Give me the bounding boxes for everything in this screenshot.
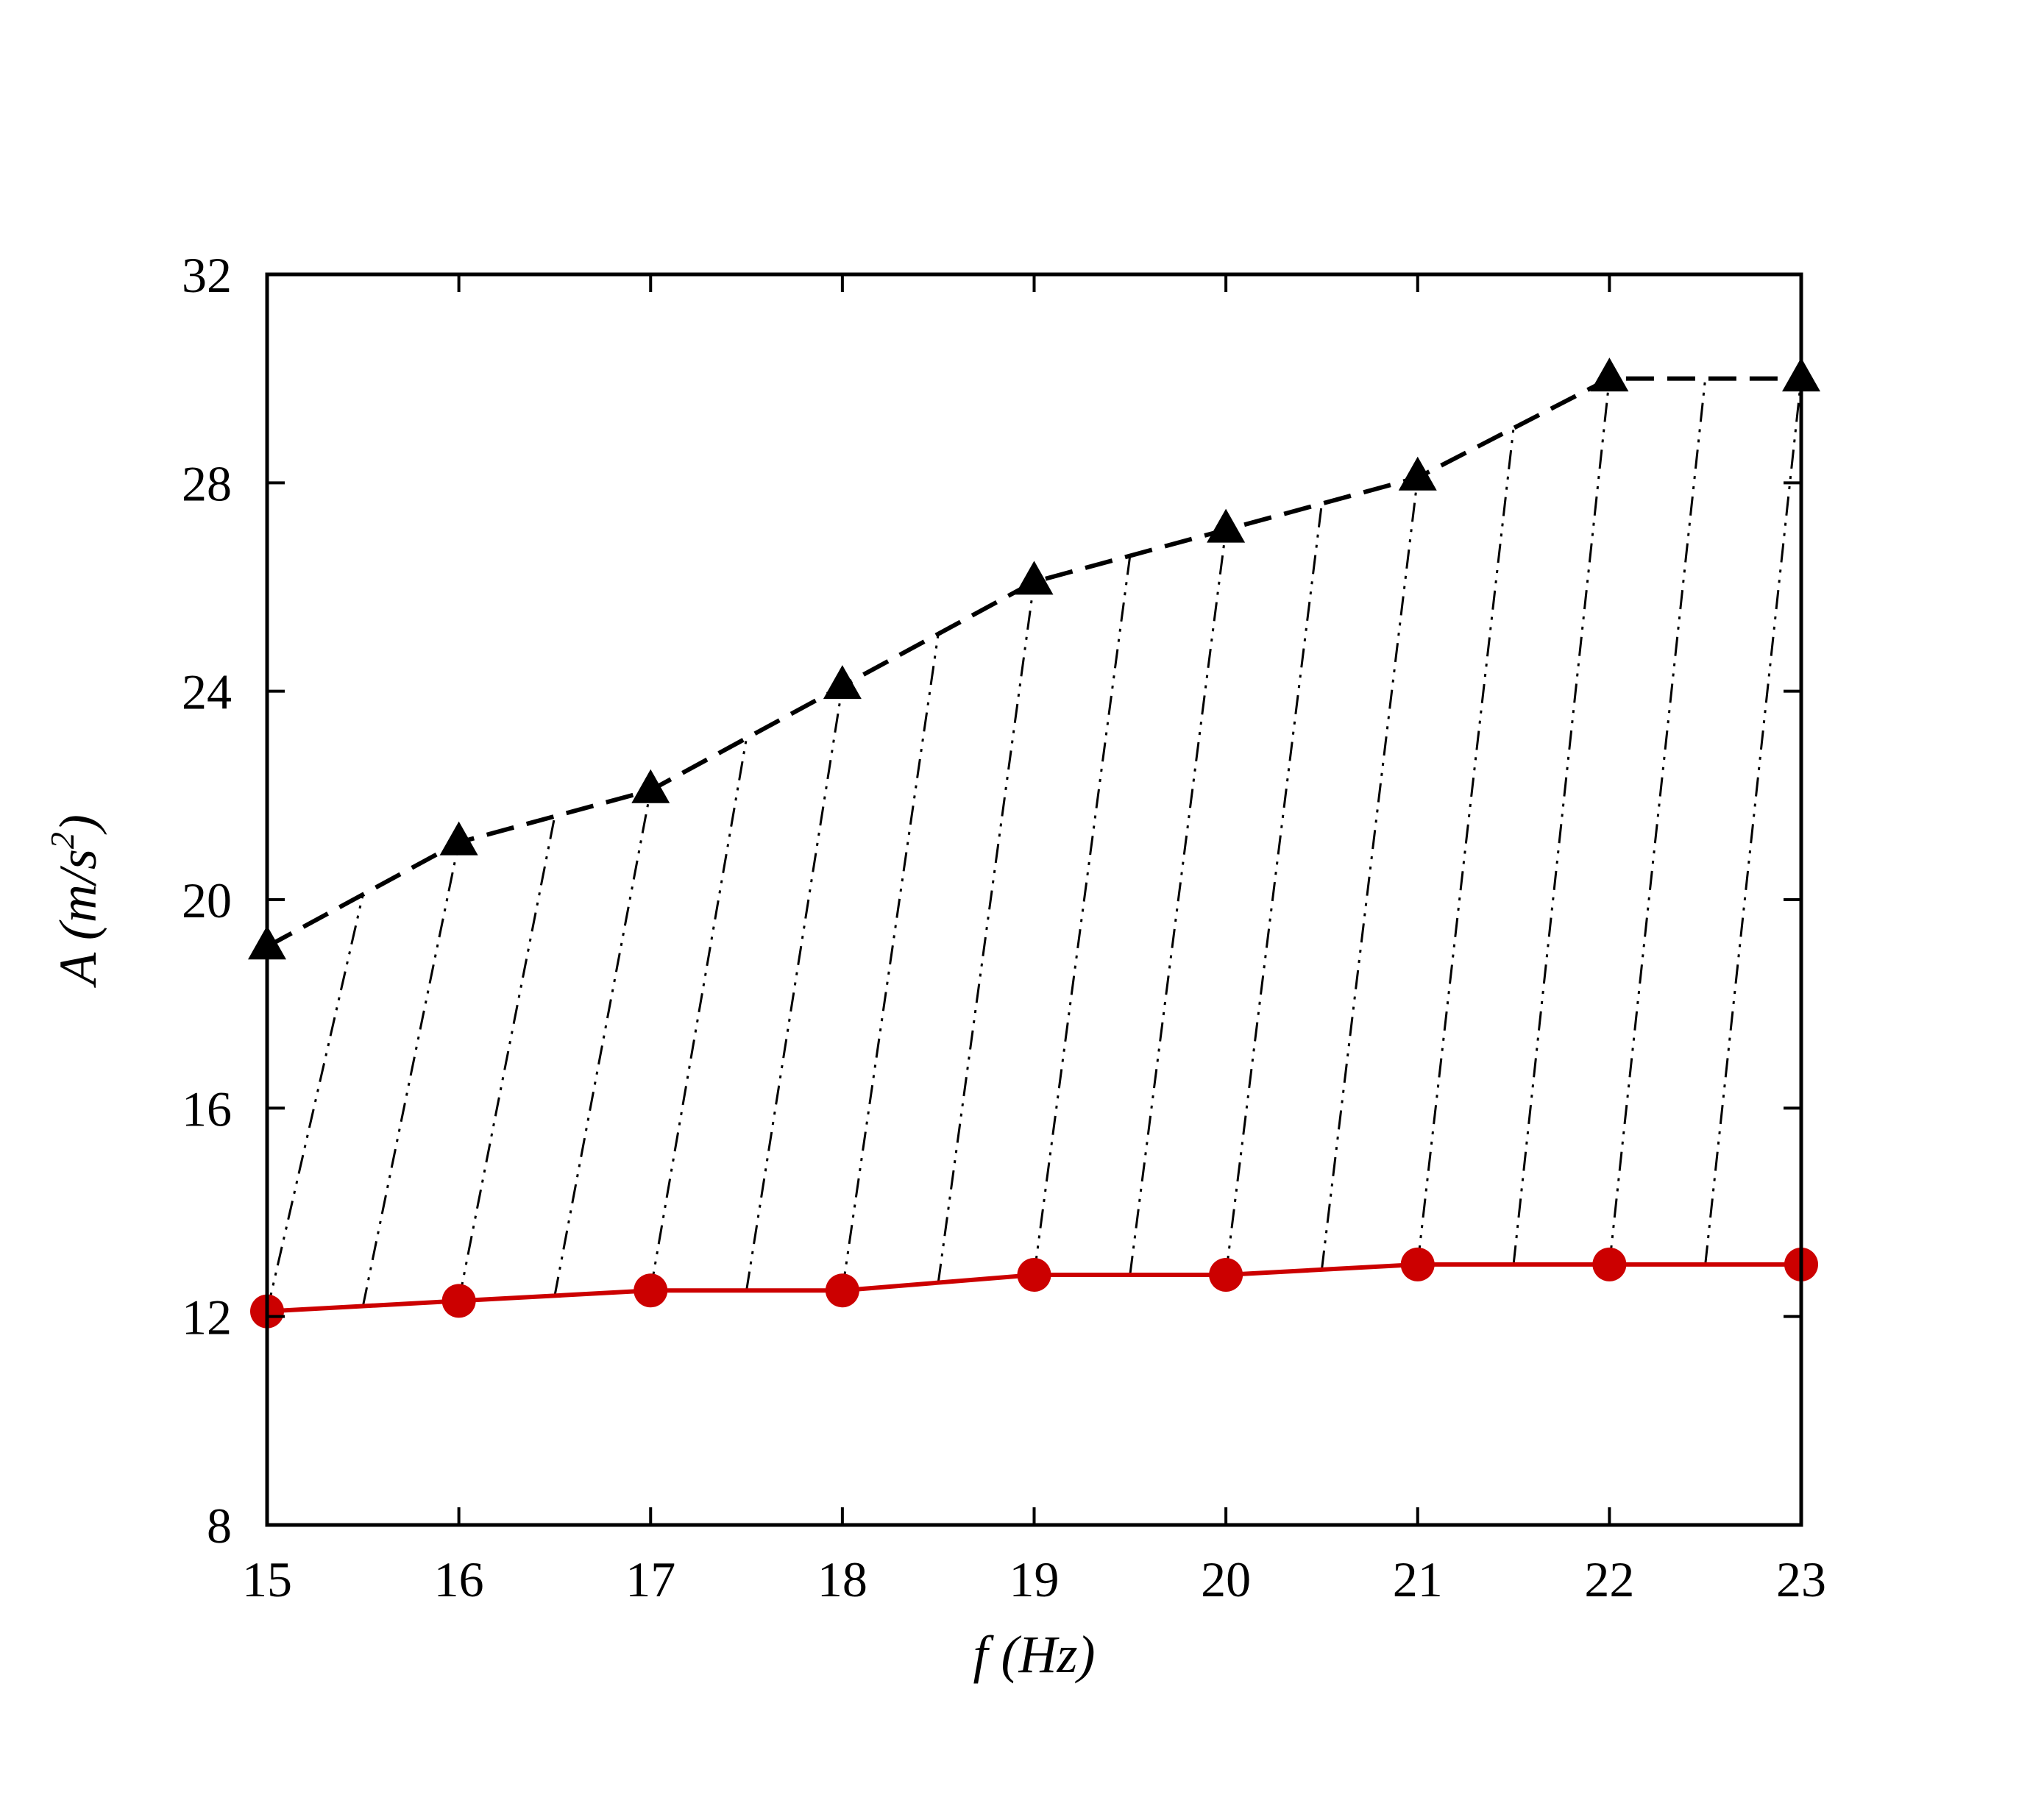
hatch-line <box>1129 529 1227 1276</box>
series-2-point <box>1400 1247 1435 1281</box>
shaded-region-hatch <box>266 378 1803 1312</box>
hatch-line <box>937 581 1035 1283</box>
x-tick-label: 16 <box>434 1551 484 1607</box>
plot-frame <box>265 272 1803 1527</box>
series-1-point <box>631 769 670 803</box>
x-tick-label: 18 <box>817 1551 867 1607</box>
y-tick-label: 20 <box>182 872 232 928</box>
hatch-line <box>1224 503 1323 1276</box>
axis-ticks: 15 16 17 18 19 20 21 22 23 8 12 16 20 24 28 32 <box>182 247 1826 1607</box>
series-2-point <box>634 1273 668 1308</box>
hatch-line <box>841 633 940 1291</box>
x-tick-label: 19 <box>1009 1551 1060 1607</box>
series-2-point <box>1017 1258 1051 1292</box>
y-tick-label: 24 <box>182 664 232 720</box>
hatch-line <box>458 816 556 1301</box>
y-tick-label: 12 <box>182 1290 232 1345</box>
y-tick-label: 16 <box>182 1081 232 1137</box>
x-tick-label: 21 <box>1393 1551 1443 1607</box>
hatch-line <box>1320 477 1419 1270</box>
hatch-line <box>745 686 844 1291</box>
hatch-line <box>1416 427 1515 1265</box>
hatch-line <box>1704 378 1803 1265</box>
series-1-point <box>1015 561 1054 595</box>
series-2-point <box>825 1273 859 1308</box>
hatch-line <box>1512 378 1611 1265</box>
series-2-point <box>1592 1247 1627 1281</box>
hatch-line <box>266 894 364 1312</box>
hatch-line <box>1033 555 1132 1276</box>
x-tick-label: 22 <box>1584 1551 1634 1607</box>
x-axis-title: f (Hz) <box>973 1625 1096 1684</box>
x-tick-label: 23 <box>1776 1551 1826 1607</box>
series-1-point <box>439 821 478 856</box>
y-axis-title: A (m/s2) <box>43 814 107 988</box>
series-2-point <box>1209 1258 1243 1292</box>
series-1-line <box>266 376 1801 949</box>
y-tick-label: 32 <box>182 247 232 303</box>
series-1-point <box>1207 508 1246 543</box>
series-layer <box>248 358 1820 1329</box>
x-tick-label: 20 <box>1201 1551 1251 1607</box>
series-1-point <box>823 665 862 700</box>
hatch-line <box>361 842 461 1306</box>
hatch-line <box>649 738 748 1291</box>
hatch-line <box>1608 378 1707 1265</box>
y-tick-label: 28 <box>182 455 232 511</box>
hatch-line <box>553 789 652 1296</box>
y-axis-title-superscript: 2 <box>43 832 81 849</box>
x-tick-label: 17 <box>625 1551 675 1607</box>
series-1-point <box>1590 358 1629 392</box>
y-tick-label: 8 <box>207 1498 232 1554</box>
x-tick-label: 15 <box>242 1551 292 1607</box>
series-2-point <box>441 1284 476 1318</box>
series-1-point <box>1398 456 1437 491</box>
